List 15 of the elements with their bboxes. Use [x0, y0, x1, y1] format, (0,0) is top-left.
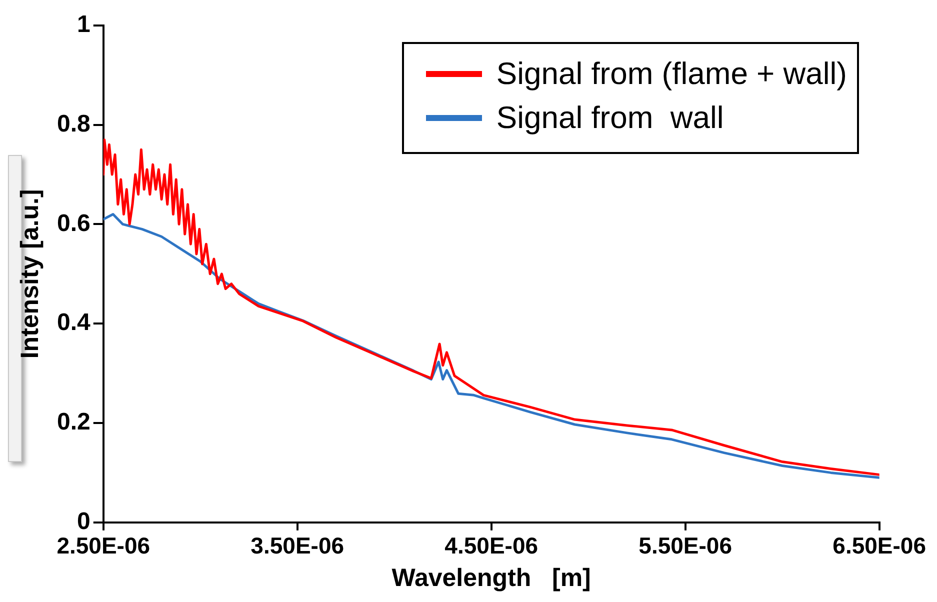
y-tick-label: 1: [77, 11, 90, 38]
y-axis-title: Intensity [a.u.]: [16, 189, 44, 359]
x-axis-title: Wavelength [m]: [392, 564, 591, 592]
y-tick-label: 0: [77, 508, 90, 536]
legend-label: Signal from wall: [496, 99, 724, 137]
y-tick-label: 0.8: [56, 110, 90, 138]
y-tick-label: 0.4: [56, 309, 92, 336]
x-tick-label: 2.50E-06: [56, 532, 150, 559]
y-tick-label: 0.6: [56, 210, 90, 237]
y-tick-label: 0.2: [56, 408, 90, 436]
legend-label: Signal from (flame + wall): [496, 55, 847, 93]
x-tick-label: 4.50E-06: [444, 532, 538, 559]
x-tick-label: 3.50E-06: [250, 532, 344, 559]
x-tick-label: 5.50E-06: [638, 532, 732, 559]
x-tick-label: 6.50E-06: [832, 532, 926, 559]
